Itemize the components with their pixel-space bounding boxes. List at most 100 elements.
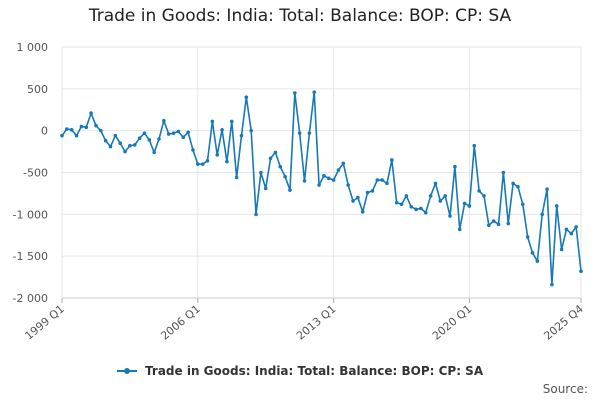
data-point[interactable]: [89, 111, 93, 115]
data-point[interactable]: [419, 206, 423, 211]
data-point[interactable]: [409, 205, 414, 209]
data-point[interactable]: [94, 123, 98, 128]
data-point[interactable]: [506, 221, 511, 226]
data-point[interactable]: [229, 119, 234, 124]
data-point[interactable]: [181, 135, 186, 140]
data-point[interactable]: [297, 131, 302, 135]
data-point[interactable]: [200, 162, 205, 166]
data-point[interactable]: [433, 181, 438, 186]
data-point[interactable]: [288, 188, 292, 192]
data-point[interactable]: [399, 202, 404, 207]
data-point[interactable]: [263, 186, 268, 191]
data-point[interactable]: [254, 212, 258, 217]
data-point[interactable]: [511, 181, 515, 186]
data-point[interactable]: [448, 214, 452, 218]
data-point[interactable]: [171, 131, 176, 135]
data-point[interactable]: [554, 204, 559, 208]
data-point[interactable]: [496, 222, 501, 227]
data-point[interactable]: [108, 144, 113, 149]
data-point[interactable]: [331, 178, 336, 182]
data-point[interactable]: [220, 128, 224, 132]
data-point[interactable]: [545, 187, 549, 192]
data-point[interactable]: [404, 194, 409, 198]
data-point[interactable]: [380, 178, 384, 182]
data-point[interactable]: [462, 201, 467, 206]
data-point[interactable]: [225, 159, 229, 164]
data-point[interactable]: [574, 225, 578, 229]
data-point[interactable]: [60, 133, 64, 138]
legend[interactable]: Trade in Goods: India: Total: Balance: B…: [0, 364, 600, 378]
data-point[interactable]: [491, 219, 496, 223]
data-point[interactable]: [535, 259, 540, 263]
data-point[interactable]: [365, 190, 370, 195]
data-point[interactable]: [501, 170, 506, 175]
data-point[interactable]: [259, 170, 263, 175]
data-point[interactable]: [176, 129, 181, 134]
data-point[interactable]: [123, 149, 127, 154]
data-point[interactable]: [103, 138, 108, 143]
data-point[interactable]: [191, 148, 195, 152]
data-point[interactable]: [234, 175, 239, 180]
data-point[interactable]: [516, 184, 520, 189]
data-point[interactable]: [152, 150, 156, 155]
data-point[interactable]: [210, 119, 215, 124]
data-point[interactable]: [65, 127, 69, 131]
data-point[interactable]: [293, 91, 297, 95]
data-point[interactable]: [477, 189, 481, 193]
data-point[interactable]: [166, 132, 171, 136]
data-point[interactable]: [74, 133, 79, 138]
data-point[interactable]: [336, 168, 341, 172]
data-point[interactable]: [196, 162, 200, 166]
data-point[interactable]: [268, 156, 273, 161]
data-point[interactable]: [69, 128, 74, 132]
data-point[interactable]: [564, 227, 569, 232]
data-point[interactable]: [312, 90, 317, 94]
data-point[interactable]: [351, 199, 355, 203]
data-point[interactable]: [443, 194, 447, 198]
data-point[interactable]: [472, 143, 477, 148]
data-point[interactable]: [341, 161, 346, 166]
data-point[interactable]: [390, 158, 394, 162]
data-point[interactable]: [326, 176, 331, 181]
data-point[interactable]: [84, 125, 89, 130]
data-point[interactable]: [346, 183, 350, 187]
data-point[interactable]: [569, 231, 574, 236]
data-point[interactable]: [428, 194, 433, 198]
data-point[interactable]: [482, 194, 486, 198]
data-point[interactable]: [278, 164, 283, 169]
data-point[interactable]: [79, 124, 84, 129]
data-point[interactable]: [467, 204, 472, 208]
data-point[interactable]: [205, 158, 210, 163]
data-point[interactable]: [375, 178, 380, 182]
data-point[interactable]: [579, 269, 583, 274]
data-point[interactable]: [186, 130, 190, 135]
data-point[interactable]: [249, 128, 253, 133]
data-point[interactable]: [438, 199, 443, 203]
data-point[interactable]: [162, 118, 166, 123]
data-point[interactable]: [137, 136, 142, 140]
data-point[interactable]: [520, 202, 525, 207]
data-point[interactable]: [370, 189, 375, 193]
data-point[interactable]: [157, 137, 161, 141]
data-point[interactable]: [132, 143, 137, 147]
data-point[interactable]: [283, 174, 287, 179]
data-point[interactable]: [307, 131, 312, 135]
data-point[interactable]: [113, 133, 118, 138]
data-point[interactable]: [559, 247, 564, 252]
data-point[interactable]: [239, 133, 244, 138]
data-point[interactable]: [273, 150, 278, 155]
data-point[interactable]: [550, 282, 554, 287]
data-point[interactable]: [356, 195, 360, 200]
data-point[interactable]: [453, 164, 457, 169]
data-point[interactable]: [142, 131, 147, 135]
data-point[interactable]: [360, 210, 365, 214]
data-point[interactable]: [525, 235, 530, 239]
data-point[interactable]: [118, 141, 123, 146]
data-point[interactable]: [540, 212, 544, 217]
data-point[interactable]: [414, 207, 418, 212]
data-point[interactable]: [317, 183, 321, 187]
data-point[interactable]: [457, 227, 462, 232]
data-point[interactable]: [147, 138, 152, 142]
data-point[interactable]: [394, 200, 399, 205]
data-point[interactable]: [487, 223, 491, 228]
